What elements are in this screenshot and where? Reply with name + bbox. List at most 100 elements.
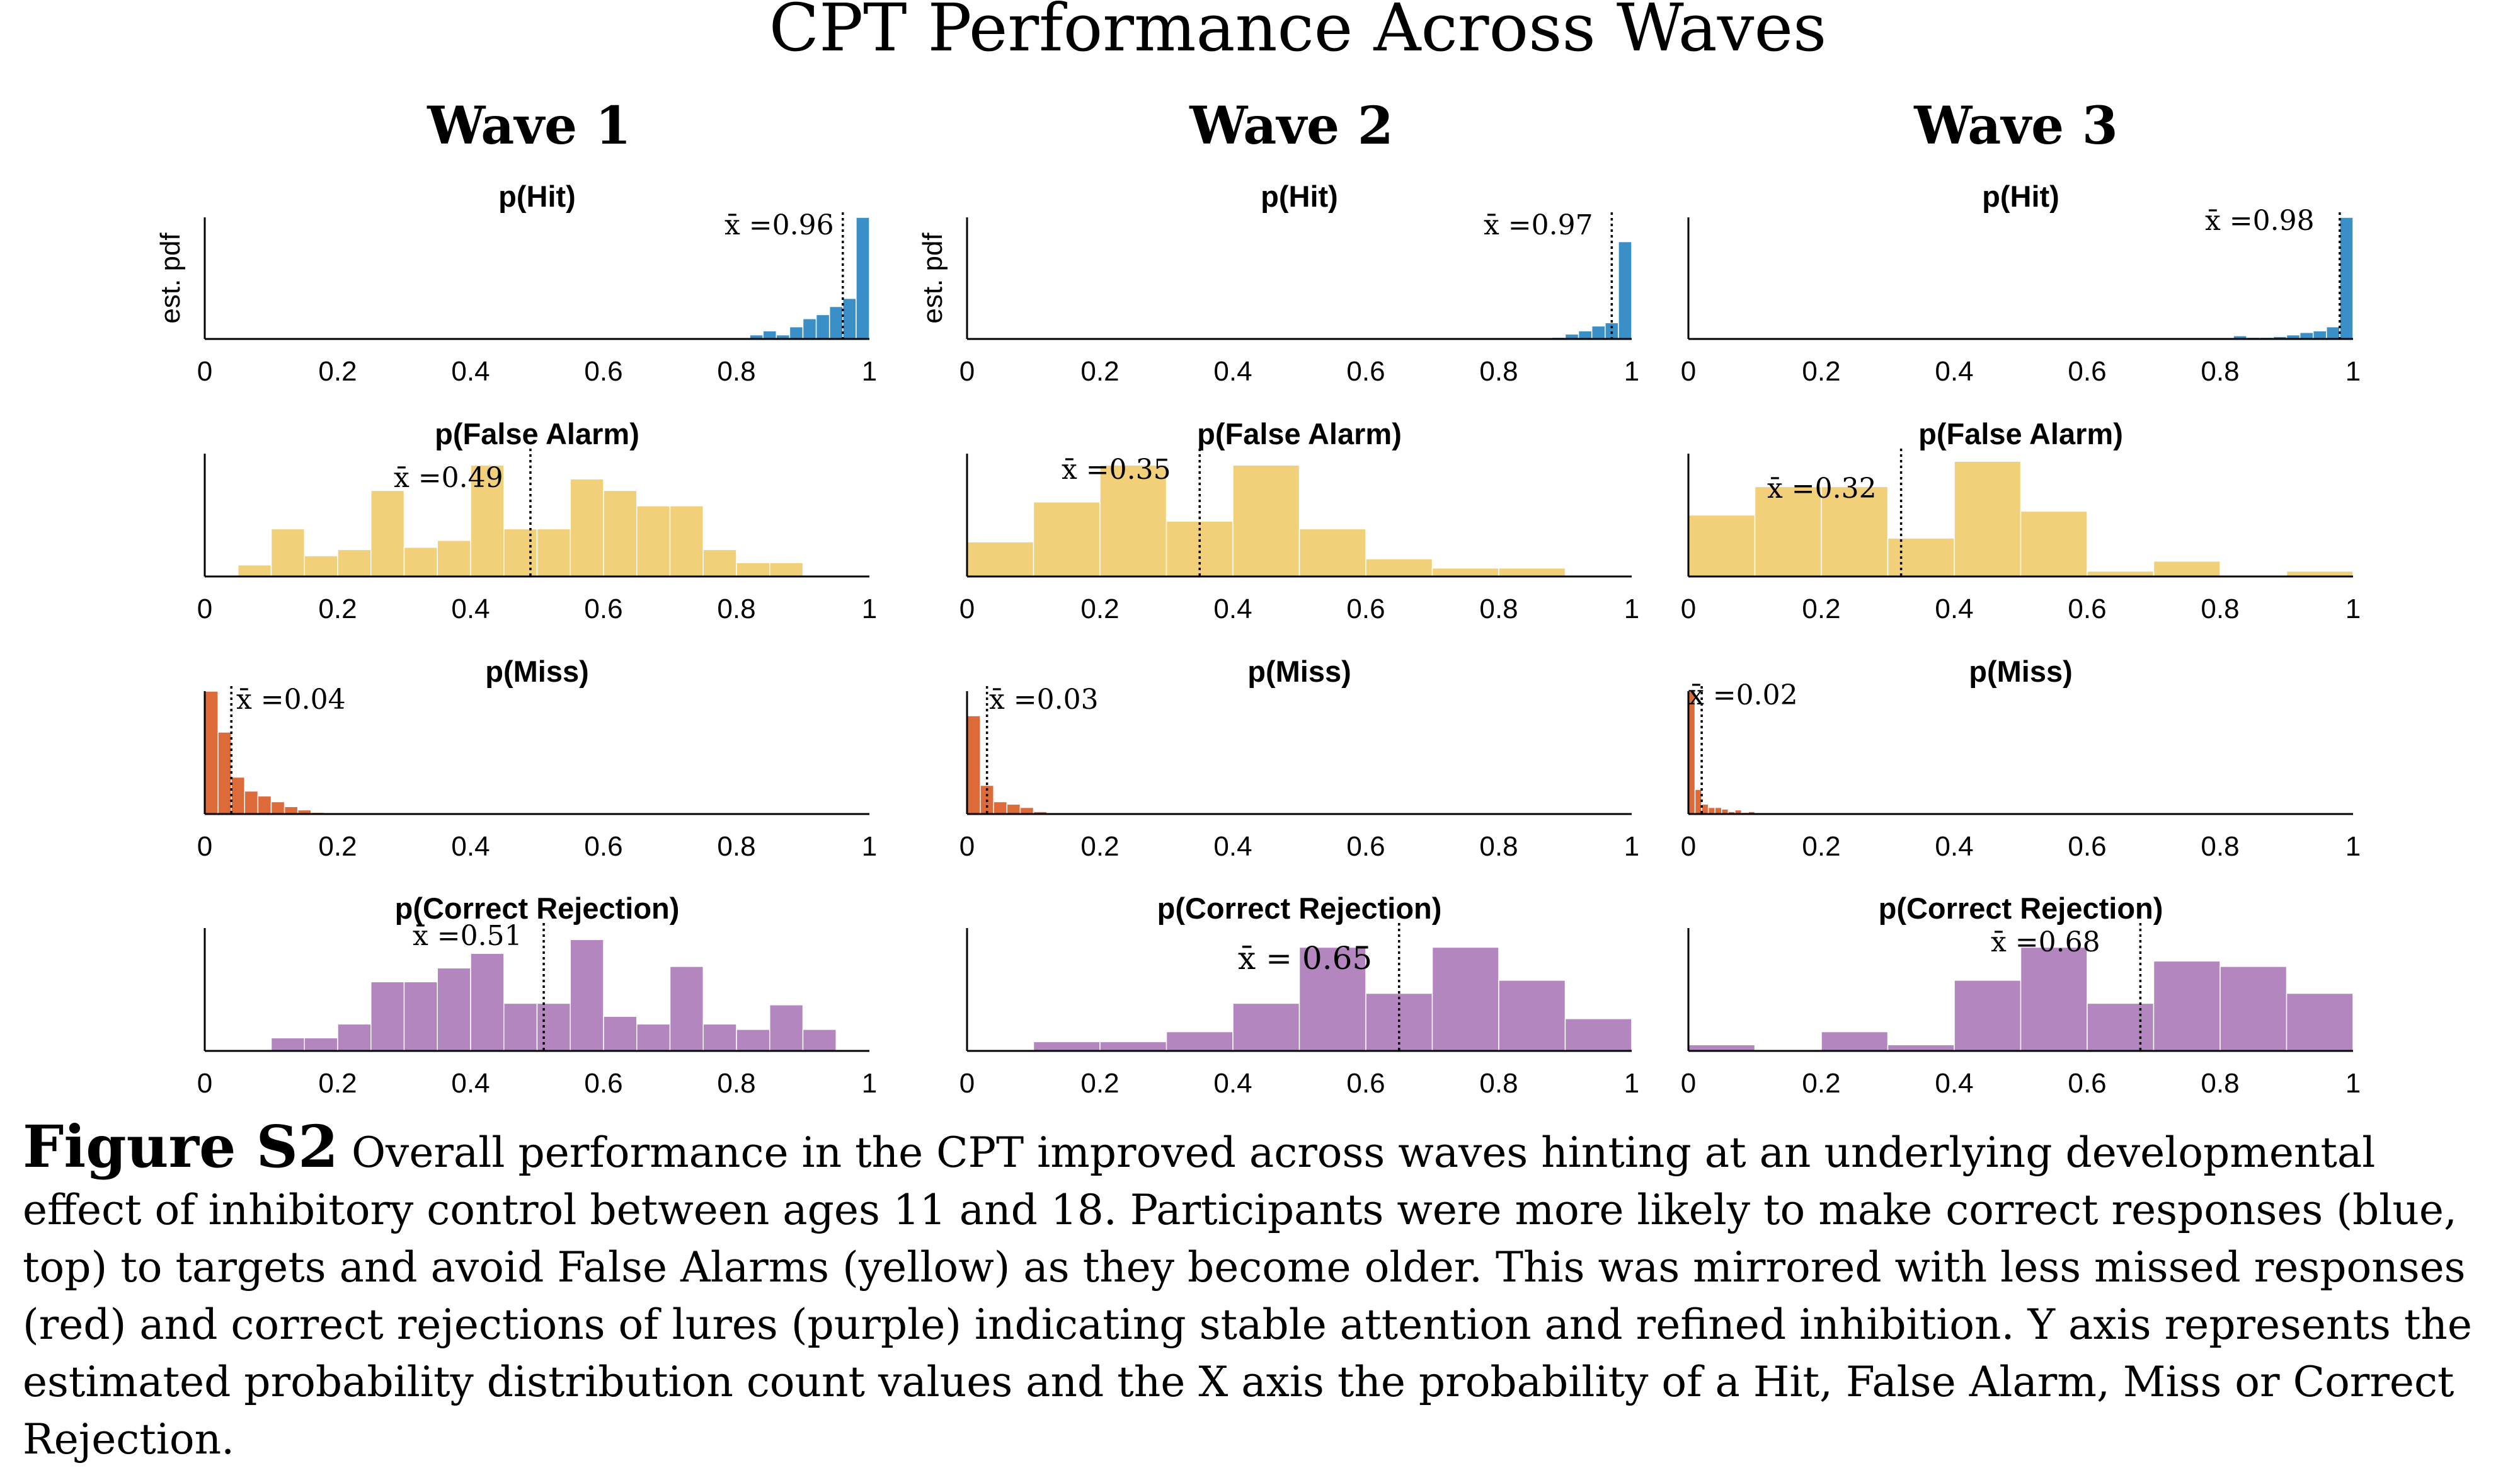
histogram-bar [270,801,285,815]
histogram-bar [1232,464,1300,577]
histogram-bar [966,541,1034,577]
mean-label: x̄ =0.03 [989,684,1099,716]
x-tick-label: 0.6 [584,1068,622,1099]
mean-label: x̄ =0.97 [1484,209,1593,241]
histogram-bar [370,981,405,1052]
histogram-panel: p(Hit) x̄ =0.98 0 0.2 0.4 0.6 0.8 1 [1681,180,2361,387]
histogram-bar [1688,514,1756,577]
histogram-bar [304,1037,338,1052]
x-tick-label: 0.2 [318,594,357,624]
x-tick-label: 0.8 [2201,1068,2239,1099]
histogram-bar [304,555,338,577]
x-tick-label: 1 [862,594,877,624]
x-tick-label: 1 [2345,356,2361,387]
histogram-bar [669,966,704,1052]
histogram-bar [270,528,305,577]
x-tick-label: 1 [1624,831,1639,862]
x-tick-label: 0.8 [717,356,755,387]
histogram-bar [802,318,817,340]
x-tick-label: 0.6 [584,831,622,862]
histogram-panel: p(Correct Rejection) x̄ = 0.65 0 0.2 0.4 0.6 0… [959,892,1639,1099]
wave-title: Wave 3 [1913,96,2118,156]
histogram-panel: p(False Alarm) x̄ =0.35 0 0.2 0.4 0.6 0.8 1 [959,417,1639,624]
histogram-panel: p(Correct Rejection)x̄ =0.68 0 0.2 0.4 0.6 0.… [1681,892,2361,1099]
y-axis-label: est. pdf [155,232,186,324]
histogram-bar [842,297,857,340]
histogram-bar [1431,567,1499,577]
histogram-bar [1099,464,1167,577]
x-tick-label: 0.4 [451,356,490,387]
mean-label: x̄ =0.51 [413,920,522,952]
x-tick-label: 1 [2345,1068,2361,1099]
panel-title: p(False Alarm) [1197,417,1402,450]
histogram-bar [769,562,804,577]
mean-label: x̄ =0.35 [1062,454,1171,486]
histogram-panel: p(False Alarm) x̄ =0.32 0 0.2 0.4 0.6 0.8 1 [1681,417,2361,624]
x-tick-label: 0 [959,1068,975,1099]
histogram-bar [204,691,219,815]
x-tick-label: 1 [862,831,877,862]
x-tick-label: 0.2 [318,356,357,387]
histogram-bar [636,1023,671,1052]
histogram-bar [570,939,604,1052]
histogram-panel: p(Hit) x̄ =0.96 0 0.2 0.4 0.6 0.8 1 est. pdf [155,180,877,387]
histogram-bar [1033,1041,1101,1052]
histogram-bar [802,1029,837,1052]
histogram-bar [1498,567,1566,577]
x-tick-label: 0.2 [318,831,357,862]
figure-canvas: CPT Performance Across Waves Wave 1 Wave … [155,0,2361,1099]
x-tick-label: 0.6 [1346,356,1385,387]
x-tick-label: 0.4 [1935,831,1973,862]
histogram-bar [603,490,638,577]
histogram-bar [736,1029,770,1052]
x-tick-label: 0.2 [1080,356,1119,387]
x-tick-label: 0 [197,1068,212,1099]
mean-label: x̄ =0.32 [1767,473,1877,505]
histogram-bar [2153,960,2221,1052]
histogram-bar [403,546,438,577]
x-tick-label: 0 [1681,356,1696,387]
histogram-bar [2153,560,2221,577]
wave-title: Wave 1 [427,96,631,156]
histogram-bar [337,549,372,577]
x-tick-label: 0.8 [2201,831,2239,862]
x-tick-label: 0.4 [1213,356,1252,387]
histogram-panel: p(Miss) x̄ =0.03 0 0.2 0.4 0.6 0.8 1 [959,655,1639,862]
figure-caption: Figure S2 Overall performance in the CPT… [23,1118,2505,1468]
histogram-bar [370,490,405,577]
histogram-bar [1954,461,2022,577]
histogram-bar [2286,992,2354,1052]
histogram-bar [244,790,259,815]
histogram-bar [284,806,299,815]
histogram-bar [257,795,272,815]
x-tick-label: 0 [197,831,212,862]
histogram-bar [789,326,804,340]
histogram-bar [470,953,505,1052]
histogram-bar [1591,325,1606,340]
histogram-bar [1605,322,1619,340]
caption-label: Figure S2 [23,1113,338,1181]
panel-title: p(Miss) [485,655,589,688]
histogram-bar [1821,1031,1889,1052]
histogram-bar [1006,803,1021,815]
mean-label: x̄ =0.02 [1688,679,1798,711]
histogram-bar [1954,980,2022,1052]
histogram-bar [1166,1031,1234,1052]
histogram-bar [736,562,770,577]
histogram-bar [636,505,671,577]
histogram-bar [2326,326,2340,340]
x-tick-label: 0.2 [1080,594,1119,624]
panels-layer: Wave 1 Wave 2 Wave 3 p(Hit) x̄ =0.96 0 0.2 0.4 0… [155,96,2361,1099]
histogram-bar [437,539,471,577]
figure-title: CPT Performance Across Waves [769,0,1827,66]
histogram-bar [828,306,844,340]
histogram-bar [503,1002,538,1052]
histogram-bar [762,330,777,340]
x-tick-label: 0.2 [1802,1068,1840,1099]
wave-title: Wave 2 [1189,96,1394,156]
panel-title: p(Correct Rejection) [395,892,680,925]
histogram-bar [337,1023,372,1052]
x-tick-label: 0.8 [1479,594,1518,624]
x-tick-label: 0.8 [1479,831,1518,862]
x-tick-label: 0.2 [1080,831,1119,862]
